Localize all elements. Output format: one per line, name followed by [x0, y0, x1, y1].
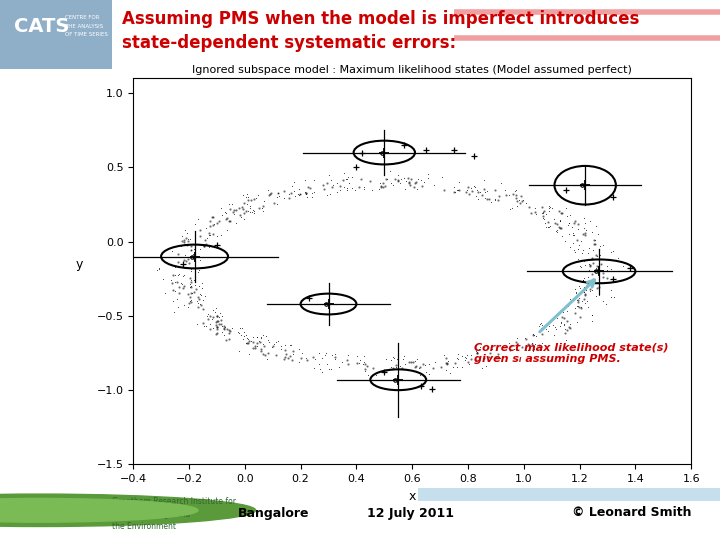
Text: CATS: CATS [14, 17, 70, 36]
Text: Correct max likelihood state(s)
given sᵢ assuming PMS.: Correct max likelihood state(s) given sᵢ… [474, 343, 668, 364]
Text: Climate Change and: Climate Change and [112, 510, 190, 519]
Text: Bangalore: Bangalore [238, 507, 310, 519]
Text: Assuming PMS when the model is imperfect introduces
state-dependent systematic e: Assuming PMS when the model is imperfect… [122, 10, 640, 52]
Y-axis label: y: y [76, 258, 84, 271]
Text: the Environment: the Environment [112, 522, 176, 531]
Bar [0, 0, 112, 69]
Text: Grantham Research Institute for: Grantham Research Institute for [112, 497, 235, 506]
Text: THE ANALYSIS: THE ANALYSIS [65, 24, 103, 29]
Bar [418, 488, 720, 501]
Text: OF TIME SERIES: OF TIME SERIES [65, 32, 108, 37]
Text: 12 July 2011: 12 July 2011 [367, 507, 454, 519]
Circle shape [0, 498, 198, 522]
Title: Ignored subspace model : Maximum likelihood states (Model assumed perfect): Ignored subspace model : Maximum likelih… [192, 65, 632, 75]
Text: © Leonard Smith: © Leonard Smith [572, 507, 691, 519]
Circle shape [0, 494, 256, 526]
X-axis label: x: x [408, 490, 416, 503]
Text: CENTRE FOR: CENTRE FOR [65, 15, 99, 20]
